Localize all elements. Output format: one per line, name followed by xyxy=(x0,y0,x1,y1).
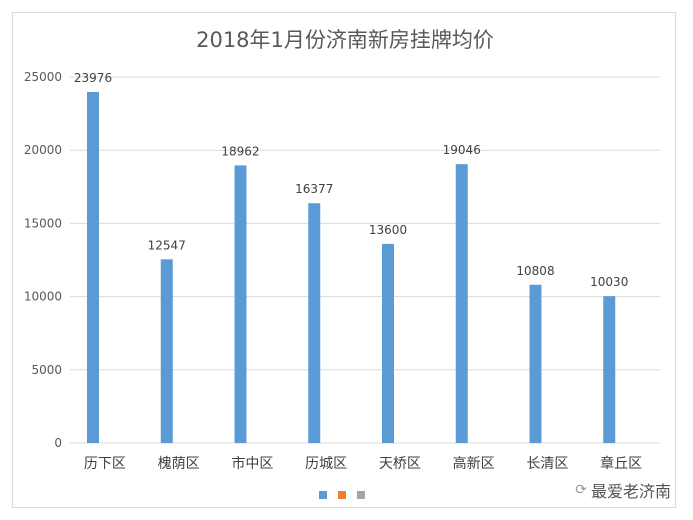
chart-title: 2018年1月份济南新房挂牌均价 xyxy=(196,28,494,52)
bar xyxy=(455,164,468,443)
wechat-icon: ⟳ xyxy=(575,482,587,498)
bar xyxy=(529,284,542,443)
legend-swatch xyxy=(338,491,346,499)
y-tick-label: 5000 xyxy=(31,363,62,377)
bar xyxy=(160,259,173,443)
bar xyxy=(234,165,247,444)
watermark: ⟳ 最爱老济南 xyxy=(575,478,671,502)
data-label: 16377 xyxy=(295,182,333,196)
x-tick-label: 历下区 xyxy=(84,456,126,472)
watermark-text: 最爱老济南 xyxy=(590,482,671,501)
y-tick-label: 15000 xyxy=(24,216,62,230)
data-label: 10808 xyxy=(516,264,554,278)
bar xyxy=(382,243,394,443)
data-label: 23976 xyxy=(74,71,112,85)
y-tick-label: 20000 xyxy=(24,143,62,157)
y-tick-label: 10000 xyxy=(24,290,62,304)
x-tick-label: 长清区 xyxy=(526,456,568,472)
data-label: 18962 xyxy=(221,144,259,158)
y-tick-label: 25000 xyxy=(24,70,62,84)
x-tick-label: 章丘区 xyxy=(600,455,642,472)
data-label: 13600 xyxy=(369,223,407,237)
data-label: 12547 xyxy=(148,238,186,252)
bar xyxy=(308,203,321,443)
x-tick-label: 槐荫区 xyxy=(158,456,200,472)
y-tick-label: 0 xyxy=(54,436,62,450)
legend-swatch xyxy=(319,491,327,499)
data-label: 10030 xyxy=(590,275,628,289)
data-label: 19046 xyxy=(443,143,481,157)
x-tick-label: 高新区 xyxy=(453,455,495,472)
chart-frame xyxy=(12,12,676,508)
bar xyxy=(87,91,99,443)
x-tick-label: 市中区 xyxy=(231,455,273,472)
bar xyxy=(603,296,616,443)
x-tick-label: 历城区 xyxy=(305,456,347,472)
legend-swatch xyxy=(357,491,365,499)
x-tick-label: 天桥区 xyxy=(379,456,421,472)
